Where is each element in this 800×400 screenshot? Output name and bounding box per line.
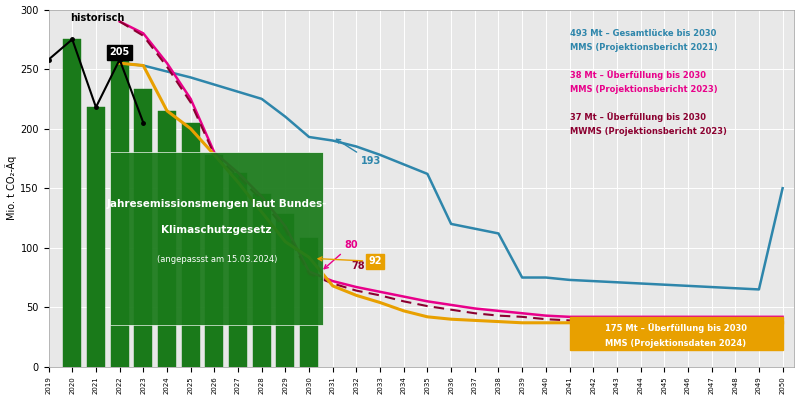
Bar — [158, 111, 176, 367]
Text: 205: 205 — [110, 48, 130, 58]
Text: (angepassst am 15.03.2024): (angepassst am 15.03.2024) — [157, 255, 277, 264]
Text: 92: 92 — [318, 256, 382, 266]
Bar — [63, 39, 81, 367]
Bar — [229, 173, 247, 367]
Text: Klimaschutzgesetz: Klimaschutzgesetz — [162, 225, 272, 235]
FancyBboxPatch shape — [570, 317, 782, 350]
Text: 80: 80 — [324, 240, 358, 269]
Text: MMS (Projektionsbericht 2023): MMS (Projektionsbericht 2023) — [570, 85, 717, 94]
Bar — [87, 107, 105, 367]
Text: 493 Mt – Gesamtlücke bis 2030: 493 Mt – Gesamtlücke bis 2030 — [570, 29, 716, 38]
Bar — [300, 238, 318, 367]
Text: MMS (Projektionsdaten 2024): MMS (Projektionsdaten 2024) — [606, 338, 746, 348]
Text: 193: 193 — [336, 139, 382, 166]
Bar — [277, 214, 294, 367]
Text: Jahresemissionsmengen laut Bundes-: Jahresemissionsmengen laut Bundes- — [106, 199, 327, 209]
Bar — [134, 89, 152, 367]
Bar — [206, 155, 223, 367]
Text: 175 Mt – Überfüllung bis 2030: 175 Mt – Überfüllung bis 2030 — [605, 322, 747, 332]
Bar — [182, 123, 199, 367]
Text: historisch: historisch — [70, 14, 124, 24]
Text: 78: 78 — [352, 261, 366, 271]
Bar — [110, 51, 129, 367]
Text: MWMS (Projektionsbericht 2023): MWMS (Projektionsbericht 2023) — [570, 126, 726, 136]
Text: 38 Mt – Überfüllung bis 2030: 38 Mt – Überfüllung bis 2030 — [570, 70, 706, 80]
FancyBboxPatch shape — [110, 152, 323, 325]
Text: MMS (Projektionsbericht 2021): MMS (Projektionsbericht 2021) — [570, 43, 718, 52]
Y-axis label: Mio. t CO₂-Äq: Mio. t CO₂-Äq — [6, 156, 18, 220]
Text: 37 Mt – Überfüllung bis 2030: 37 Mt – Überfüllung bis 2030 — [570, 112, 706, 122]
Bar — [253, 194, 270, 367]
